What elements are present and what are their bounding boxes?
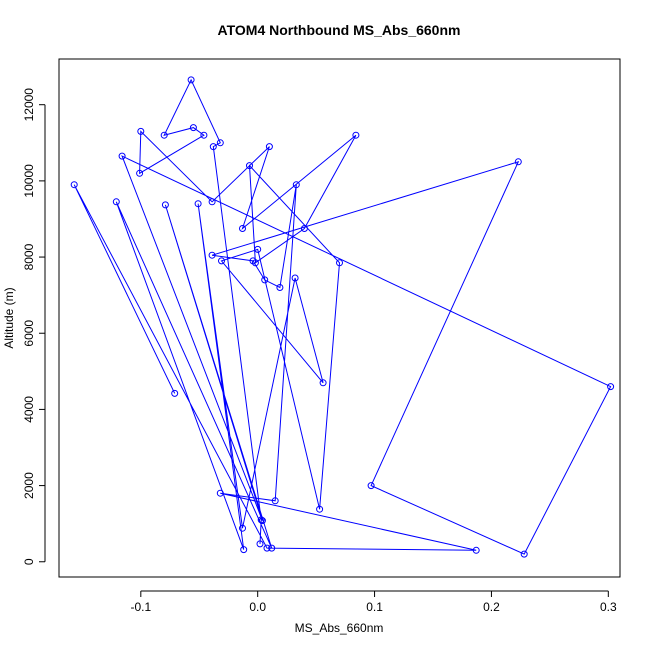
data-point	[171, 389, 179, 397]
data-point	[118, 152, 126, 160]
data-point	[258, 517, 266, 525]
data-point	[520, 550, 528, 558]
x-axis: -0.1 0.0 0.1 0.2 0.3	[130, 590, 617, 614]
data-point	[319, 379, 327, 387]
data-point	[70, 181, 78, 189]
data-point	[161, 201, 169, 209]
y-tick-label: 8000	[22, 243, 36, 270]
y-tick-label: 0	[22, 558, 36, 565]
data-point	[316, 505, 324, 513]
data-point	[268, 544, 276, 552]
series-layer	[70, 76, 615, 558]
y-axis: 0 2000 4000 6000 8000 10000 12000	[22, 88, 46, 565]
data-point	[216, 139, 224, 147]
data-point	[218, 257, 225, 265]
data-point	[240, 546, 248, 554]
y-tick-label: 4000	[22, 396, 36, 423]
x-tick-label: 0.2	[483, 600, 500, 614]
chart-title: ATOM4 Northbound MS_Abs_660nm	[218, 22, 461, 38]
x-tick-label: -0.1	[130, 600, 151, 614]
data-point	[239, 524, 246, 532]
data-point	[607, 383, 615, 391]
series-line	[73, 78, 612, 555]
plot-frame	[58, 58, 621, 578]
data-point	[251, 259, 259, 267]
data-point	[352, 131, 360, 139]
data-point	[265, 143, 273, 151]
data-point	[194, 200, 202, 208]
data-point	[257, 516, 265, 524]
data-point	[291, 274, 299, 282]
y-tick-label: 10000	[22, 164, 36, 198]
y-tick-label: 2000	[22, 472, 36, 499]
data-point	[261, 276, 269, 284]
data-point	[208, 251, 216, 259]
data-point	[137, 127, 145, 135]
data-point	[367, 482, 375, 490]
data-point	[239, 225, 246, 232]
x-axis-label: MS_Abs_660nm	[295, 621, 384, 635]
data-point	[189, 124, 197, 132]
y-tick-label: 6000	[22, 320, 36, 347]
y-tick-label: 12000	[22, 88, 36, 122]
x-tick-label: 0.3	[600, 600, 617, 614]
data-point	[254, 245, 262, 253]
data-point	[208, 198, 216, 206]
data-point	[187, 76, 195, 84]
data-point	[246, 162, 253, 170]
data-point	[216, 489, 224, 497]
y-axis-label: Altitude (m)	[2, 287, 16, 348]
data-point	[136, 169, 144, 177]
x-tick-label: 0.1	[366, 600, 383, 614]
data-point	[160, 131, 168, 139]
data-point	[300, 225, 308, 232]
data-point	[209, 143, 217, 151]
data-point	[256, 540, 264, 548]
x-tick-label: 0.0	[249, 600, 266, 614]
data-point	[336, 259, 343, 267]
data-point	[514, 158, 522, 166]
data-point	[276, 284, 284, 291]
data-point	[472, 546, 480, 554]
data-point	[200, 131, 208, 139]
data-point	[112, 198, 120, 206]
data-point	[292, 181, 300, 189]
data-point	[271, 497, 279, 505]
data-point	[263, 544, 271, 552]
